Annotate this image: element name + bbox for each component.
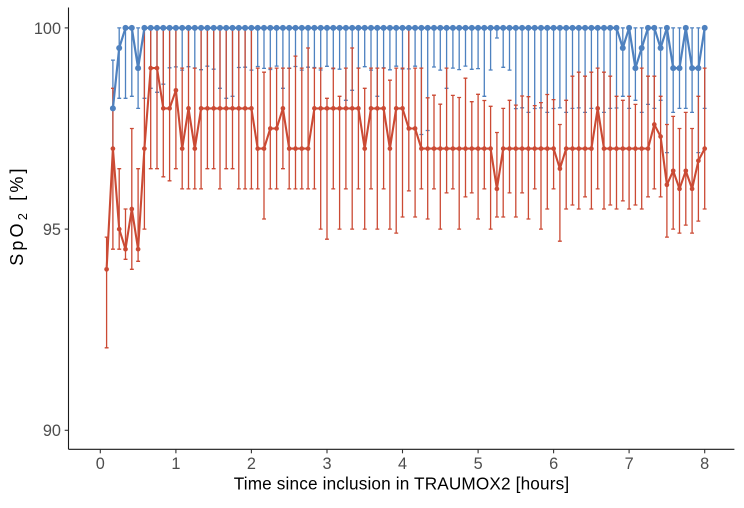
- svg-text:SpO2 [%]: SpO2 [%]: [7, 165, 30, 265]
- svg-text:4: 4: [398, 455, 407, 473]
- svg-text:1: 1: [171, 455, 180, 473]
- svg-text:100: 100: [34, 20, 61, 38]
- svg-text:90: 90: [43, 422, 61, 440]
- svg-text:3: 3: [322, 455, 331, 473]
- svg-text:5: 5: [474, 455, 483, 473]
- svg-text:7: 7: [625, 455, 634, 473]
- svg-text:6: 6: [549, 455, 558, 473]
- svg-text:0: 0: [96, 455, 105, 473]
- svg-text:2: 2: [247, 455, 256, 473]
- svg-text:8: 8: [700, 455, 709, 473]
- svg-text:95: 95: [43, 221, 61, 239]
- svg-text:Time since inclusion in TRAUMO: Time since inclusion in TRAUMOX2 [hours]: [234, 474, 570, 494]
